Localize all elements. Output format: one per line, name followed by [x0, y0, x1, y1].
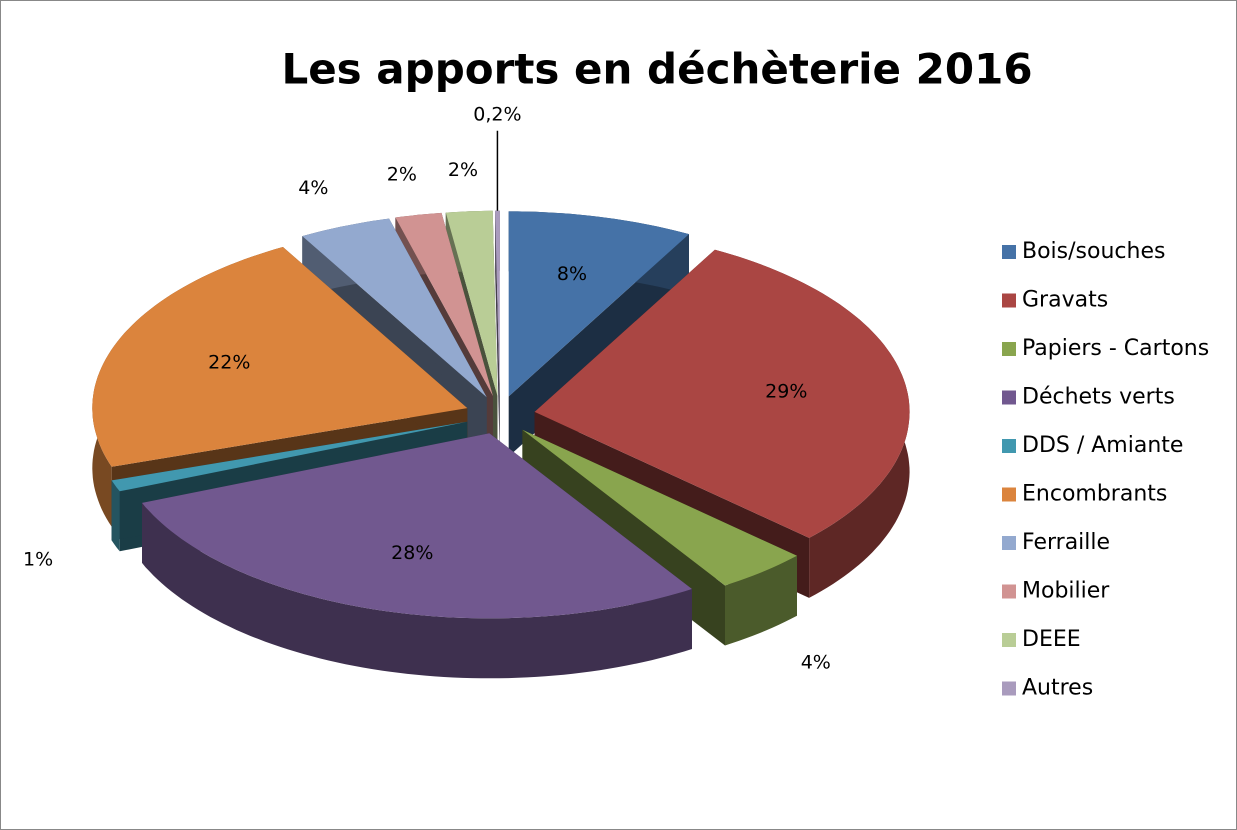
legend-label: Ferraille — [1022, 530, 1110, 555]
slice — [111, 421, 468, 492]
legend-swatch — [1002, 293, 1016, 308]
data-label: 0,2% — [473, 103, 521, 125]
legend-label: DEEE — [1022, 627, 1081, 652]
pie-tops — [92, 210, 910, 619]
legend-swatch — [1002, 536, 1016, 550]
legend-label: Gravats — [1022, 288, 1108, 313]
slice — [302, 218, 487, 398]
chart-title: Les apports en déchèterie 2016 — [281, 45, 1032, 94]
data-label: 2% — [387, 163, 417, 185]
data-label: 8% — [557, 263, 587, 285]
slice — [495, 210, 500, 396]
slice — [534, 249, 910, 538]
legend-swatch — [1002, 390, 1016, 405]
legend-swatch — [1002, 584, 1016, 599]
legend-label: Papiers - Cartons — [1022, 336, 1209, 361]
data-label: 2% — [448, 159, 478, 181]
slice-wall — [111, 480, 120, 552]
slice — [142, 433, 692, 619]
legend-label: DDS / Amiante — [1022, 433, 1183, 458]
slice — [445, 210, 498, 396]
legend-label: Mobilier — [1022, 579, 1110, 604]
legend-label: Autres — [1022, 676, 1093, 701]
legend-swatch — [1002, 342, 1016, 356]
data-label: 28% — [391, 542, 433, 564]
data-label: 22% — [208, 351, 250, 373]
data-label: 4% — [298, 177, 328, 199]
slice — [92, 247, 468, 467]
legend-swatch — [1002, 439, 1016, 453]
data-label: 1% — [23, 548, 53, 570]
slice — [522, 429, 797, 586]
legend-swatch — [1002, 633, 1016, 647]
slice-wall — [142, 502, 692, 679]
data-label: 4% — [801, 651, 831, 673]
slice-edge — [495, 210, 500, 456]
slice-wall — [725, 555, 797, 646]
slice — [395, 212, 493, 397]
legend-label: Déchets verts — [1022, 385, 1175, 410]
legend-label: Encombrants — [1022, 482, 1167, 507]
data-label: 29% — [765, 380, 807, 402]
legend-swatch — [1002, 681, 1016, 696]
legend-swatch — [1002, 487, 1016, 502]
legend-label: Bois/souches — [1022, 239, 1165, 264]
legend-swatch — [1002, 245, 1016, 259]
slice — [508, 211, 689, 397]
